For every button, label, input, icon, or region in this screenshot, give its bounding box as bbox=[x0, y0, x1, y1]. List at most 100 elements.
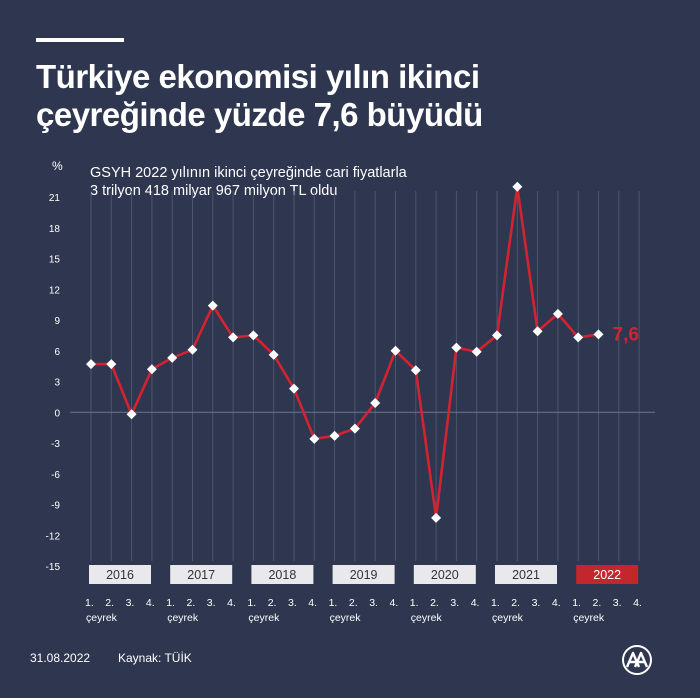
year-label: 2020 bbox=[431, 568, 459, 582]
data-point bbox=[309, 433, 320, 444]
quarter-label: 3. bbox=[207, 597, 216, 609]
data-point bbox=[228, 332, 239, 343]
year-label: 2017 bbox=[187, 568, 215, 582]
year-label: 2019 bbox=[350, 568, 378, 582]
data-point bbox=[410, 365, 421, 376]
quarter-caption: çeyrek bbox=[248, 612, 280, 624]
y-tick-label: 15 bbox=[49, 255, 61, 266]
title-accent-bar bbox=[36, 38, 124, 42]
quarter-label: 2. bbox=[349, 597, 358, 609]
quarter-label: 1. bbox=[410, 597, 419, 609]
year-box bbox=[89, 565, 151, 584]
y-tick-label: -6 bbox=[51, 470, 60, 481]
data-point bbox=[552, 308, 563, 319]
quarter-label: 4. bbox=[308, 597, 317, 609]
quarter-caption: çeyrek bbox=[573, 612, 605, 624]
quarter-label: 1. bbox=[85, 597, 94, 609]
page-title: Türkiye ekonomisi yılın ikinci çeyreğind… bbox=[36, 58, 656, 134]
quarter-label: 4. bbox=[471, 597, 480, 609]
data-point bbox=[451, 342, 462, 353]
quarter-label: 2. bbox=[593, 597, 602, 609]
quarter-label: 1. bbox=[572, 597, 581, 609]
data-point bbox=[492, 330, 502, 341]
data-point bbox=[390, 345, 401, 356]
year-box bbox=[413, 565, 476, 584]
y-tick-label: 3 bbox=[54, 378, 60, 389]
y-tick-label: -3 bbox=[51, 439, 60, 450]
y-tick-label: 18 bbox=[49, 224, 61, 235]
quarter-label: 1. bbox=[329, 597, 338, 609]
data-point bbox=[248, 330, 259, 341]
y-tick-label: 21 bbox=[49, 193, 61, 204]
y-tick-label: 0 bbox=[54, 408, 60, 419]
quarter-label: 2. bbox=[105, 597, 114, 609]
quarter-label: 3. bbox=[532, 597, 541, 609]
final-value-label: 7,6 bbox=[613, 324, 639, 345]
y-tick-label: 9 bbox=[54, 316, 60, 327]
data-point bbox=[593, 329, 604, 340]
year-box bbox=[170, 565, 233, 584]
quarter-label: 1. bbox=[166, 597, 175, 609]
quarter-label: 3. bbox=[450, 597, 459, 609]
y-tick-label: 12 bbox=[49, 285, 61, 296]
quarter-label: 1. bbox=[247, 597, 256, 609]
quarter-caption: çeyrek bbox=[330, 612, 362, 624]
data-point bbox=[573, 332, 584, 343]
data-point bbox=[146, 364, 157, 375]
quarter-label: 4. bbox=[633, 597, 642, 609]
year-label: 2022 bbox=[593, 568, 621, 582]
y-tick-label: -9 bbox=[51, 501, 60, 512]
quarter-label: 3. bbox=[126, 597, 135, 609]
data-point bbox=[431, 512, 442, 523]
title-line-2: çeyreğinde yüzde 7,6 büyüdü bbox=[36, 96, 483, 133]
quarter-label: 4. bbox=[552, 597, 561, 609]
source-text: Kaynak: TÜİK bbox=[118, 651, 192, 665]
year-box bbox=[251, 565, 314, 584]
data-point bbox=[207, 300, 218, 311]
year-label: 2016 bbox=[106, 568, 134, 582]
aa-logo-icon bbox=[622, 645, 652, 675]
data-point bbox=[349, 423, 360, 434]
data-point bbox=[289, 383, 299, 394]
quarter-label: 4. bbox=[227, 597, 236, 609]
year-label: 2018 bbox=[268, 568, 296, 582]
year-label: 2021 bbox=[512, 568, 540, 582]
quarter-label: 2. bbox=[268, 597, 277, 609]
quarter-caption: çeyrek bbox=[411, 612, 443, 624]
y-tick-label: 6 bbox=[54, 347, 60, 358]
y-axis-label: % bbox=[52, 159, 63, 173]
quarter-label: 2. bbox=[511, 597, 520, 609]
publish-date: 31.08.2022 bbox=[30, 651, 91, 665]
series-line bbox=[91, 185, 599, 520]
data-point bbox=[370, 398, 381, 409]
data-point bbox=[106, 359, 117, 370]
quarter-label: 1. bbox=[491, 597, 500, 609]
quarter-caption: çeyrek bbox=[86, 612, 118, 624]
subtitle-line-1: GSYH 2022 yılının ikinci çeyreğinde cari… bbox=[90, 165, 407, 181]
quarter-label: 4. bbox=[146, 597, 155, 609]
data-point bbox=[187, 344, 198, 355]
data-point bbox=[126, 409, 137, 420]
quarter-label: 3. bbox=[613, 597, 622, 609]
quarter-label: 4. bbox=[390, 597, 399, 609]
quarter-caption: çeyrek bbox=[492, 612, 524, 624]
data-point bbox=[471, 346, 482, 357]
y-tick-label: -12 bbox=[46, 531, 61, 542]
quarter-label: 2. bbox=[187, 597, 196, 609]
data-point bbox=[167, 352, 178, 363]
data-point bbox=[512, 181, 523, 192]
quarter-label: 3. bbox=[288, 597, 297, 609]
data-point bbox=[86, 359, 96, 370]
y-tick-label: -15 bbox=[46, 562, 61, 573]
title-line-1: Türkiye ekonomisi yılın ikinci bbox=[36, 58, 480, 95]
data-point bbox=[532, 326, 543, 337]
year-box bbox=[495, 565, 557, 584]
quarter-label: 3. bbox=[369, 597, 378, 609]
data-point bbox=[268, 349, 279, 360]
year-box bbox=[576, 565, 639, 584]
quarter-caption: çeyrek bbox=[167, 612, 199, 624]
year-box bbox=[332, 565, 395, 584]
quarter-label: 2. bbox=[430, 597, 439, 609]
data-point bbox=[329, 430, 340, 441]
